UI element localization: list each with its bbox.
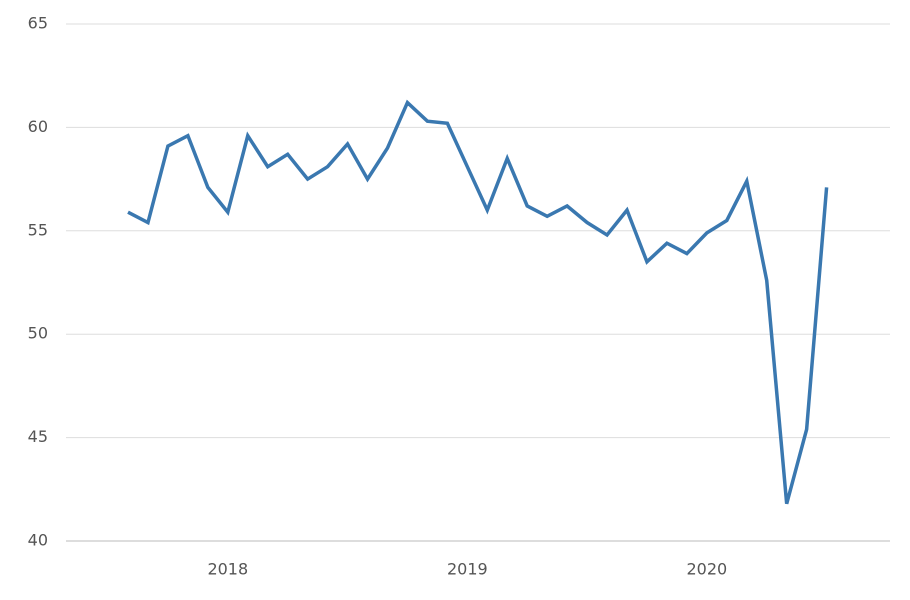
y-tick-label: 40 xyxy=(28,531,48,550)
x-tick-label: 2019 xyxy=(447,560,488,579)
y-tick-label: 65 xyxy=(28,14,48,33)
y-tick-label: 50 xyxy=(28,324,48,343)
x-tick-label: 2020 xyxy=(686,560,727,579)
line-series xyxy=(127,99,829,505)
y-tick-label: 55 xyxy=(28,220,48,239)
y-tick-label: 45 xyxy=(28,427,48,446)
x-tick-label: 2018 xyxy=(207,560,248,579)
y-tick-label: 60 xyxy=(28,117,48,136)
